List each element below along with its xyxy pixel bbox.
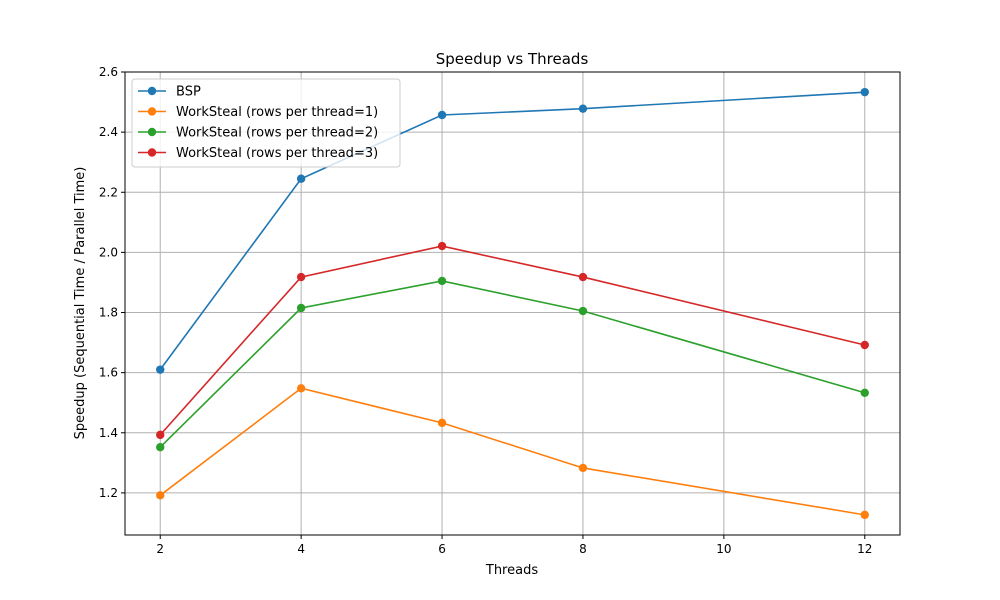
legend-label: WorkSteal (rows per thread=1) [176, 105, 378, 120]
y-tick-label: 2.2 [99, 185, 118, 199]
data-point [437, 418, 447, 428]
legend-marker [147, 86, 157, 96]
legend-marker [147, 107, 157, 116]
data-point [578, 306, 588, 316]
data-point [296, 384, 306, 393]
data-point [437, 241, 447, 251]
data-point [156, 443, 165, 452]
x-tick-label: 8 [579, 542, 587, 556]
legend-item: BSP [138, 85, 201, 100]
y-tick-label: 2.0 [99, 245, 118, 259]
y-tick-label: 2.4 [99, 125, 118, 139]
data-point [156, 365, 165, 374]
legend-box [131, 78, 401, 168]
legend-item: WorkSteal (rows per thread=2) [138, 126, 378, 141]
data-point [437, 276, 447, 286]
y-tick-label: 2.6 [99, 65, 118, 79]
y-tick-label: 1.4 [99, 426, 118, 440]
series-line [159, 245, 865, 436]
data-point [578, 272, 588, 282]
data-point [296, 174, 306, 183]
legend-label: WorkSteal (rows per thread=2) [176, 126, 378, 141]
x-tick-label: 2 [156, 542, 164, 556]
data-point [156, 491, 165, 500]
legend-item: WorkSteal (rows per thread=1) [138, 105, 378, 120]
x-tick-label: 4 [297, 542, 305, 556]
y-tick-label: 1.8 [99, 306, 118, 320]
legend-label: BSP [176, 85, 201, 100]
series-line [159, 280, 865, 448]
data-point [860, 388, 869, 397]
data-point [860, 510, 869, 520]
x-tick-label: 10 [716, 542, 731, 556]
y-tick-label: 1.2 [99, 486, 118, 500]
series-2 [156, 384, 869, 520]
data-point [296, 303, 306, 313]
legend-marker [147, 127, 157, 137]
legend-marker [147, 148, 157, 157]
data-point [156, 430, 165, 440]
x-axis-label: Threads [485, 563, 538, 578]
data-point [437, 110, 447, 120]
plot-area-frame [124, 71, 901, 536]
x-tick-label: 6 [438, 542, 446, 556]
data-point [860, 87, 869, 97]
series-line [159, 387, 865, 516]
y-axis-ticks: 1.2 1.4 1.6 1.8 2.0 2.2 2.4 2.6 [99, 65, 125, 500]
legend-label: WorkSteal (rows per thread=3) [176, 146, 378, 161]
legend: BSP WorkSteal (rows per thread=1) WorkStea… [131, 78, 401, 168]
y-axis-label: Speedup (Sequential Time / Parallel Time… [73, 167, 88, 440]
data-point [296, 272, 306, 282]
y-tick-label: 1.6 [99, 366, 118, 380]
legend-item: WorkSteal (rows per thread=3) [138, 146, 378, 161]
series-4 [156, 241, 869, 440]
series-1 [156, 87, 869, 374]
data-point [860, 340, 869, 350]
series-lines [156, 87, 869, 520]
x-axis-ticks: 2 4 6 8 10 12 [156, 535, 872, 556]
x-tick-label: 12 [857, 542, 872, 556]
series-3 [156, 276, 869, 452]
data-point [578, 104, 588, 113]
chart-title: Speedup vs Threads [436, 50, 589, 68]
data-point [578, 463, 588, 473]
